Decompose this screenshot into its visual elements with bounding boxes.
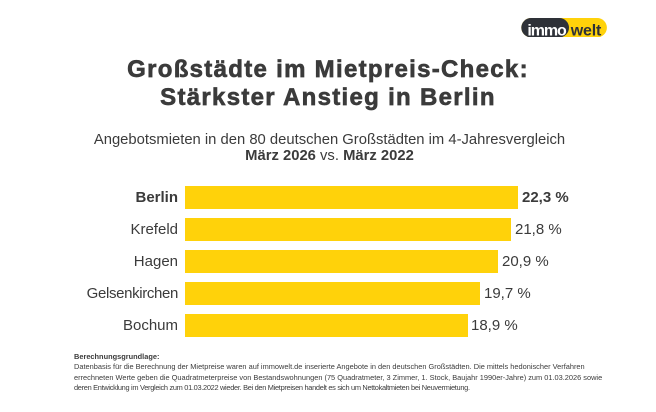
- svg-text:welt: welt: [570, 22, 602, 37]
- svg-text:immo: immo: [527, 22, 567, 37]
